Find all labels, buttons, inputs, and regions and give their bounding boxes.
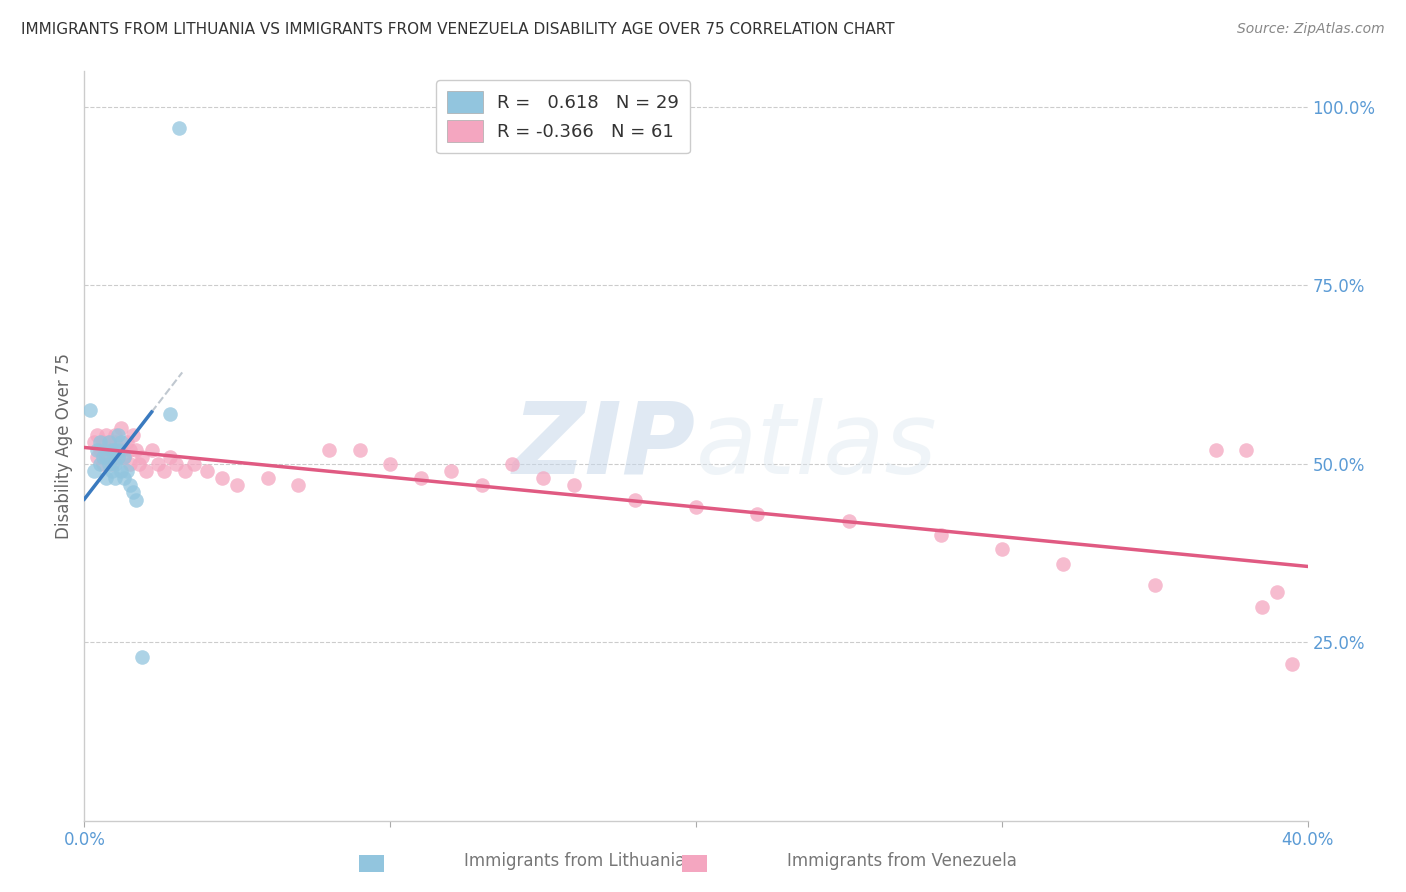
Point <box>471 478 494 492</box>
Point <box>128 457 150 471</box>
Text: Immigrants from Lithuania: Immigrants from Lithuania <box>464 852 685 870</box>
Point <box>86 442 108 457</box>
Point <box>349 442 371 457</box>
Point <box>131 649 153 664</box>
Point <box>94 471 117 485</box>
Point <box>115 464 138 478</box>
Point <box>94 442 117 457</box>
Point <box>91 435 114 450</box>
Point <box>110 442 132 457</box>
Point <box>122 485 145 500</box>
Point <box>83 464 105 478</box>
Point <box>97 450 120 464</box>
Point <box>409 471 432 485</box>
Point <box>195 464 218 478</box>
Point <box>120 457 142 471</box>
Point <box>531 471 554 485</box>
Point <box>226 478 249 492</box>
Point <box>112 450 135 464</box>
Point <box>153 464 176 478</box>
Point <box>1236 442 1258 457</box>
Point <box>97 435 120 450</box>
Point <box>991 542 1014 557</box>
Legend: R =   0.618   N = 29, R = -0.366   N = 61: R = 0.618 N = 29, R = -0.366 N = 61 <box>436 80 690 153</box>
Text: Immigrants from Venezuela: Immigrants from Venezuela <box>787 852 1017 870</box>
Point <box>562 478 585 492</box>
Point <box>1205 442 1227 457</box>
Point <box>79 403 101 417</box>
Point <box>318 442 340 457</box>
Point <box>112 450 135 464</box>
Point <box>94 428 117 442</box>
Point <box>838 514 860 528</box>
Point <box>146 457 169 471</box>
Point <box>440 464 463 478</box>
Point <box>97 435 120 450</box>
Point <box>1143 578 1166 592</box>
Point <box>115 435 138 450</box>
Point <box>1281 657 1303 671</box>
Point <box>1052 557 1074 571</box>
Point <box>107 450 129 464</box>
Point <box>287 478 309 492</box>
Point <box>101 464 124 478</box>
Point <box>107 450 129 464</box>
Point <box>183 457 205 471</box>
Point <box>380 457 402 471</box>
Point <box>125 492 148 507</box>
Point <box>89 442 111 457</box>
Point <box>97 457 120 471</box>
Point <box>101 457 124 471</box>
Point <box>174 464 197 478</box>
Point <box>135 464 157 478</box>
Point <box>141 442 163 457</box>
Point <box>83 435 105 450</box>
Point <box>159 450 181 464</box>
Point <box>104 435 127 450</box>
Text: Source: ZipAtlas.com: Source: ZipAtlas.com <box>1237 22 1385 37</box>
Point <box>107 442 129 457</box>
Text: IMMIGRANTS FROM LITHUANIA VS IMMIGRANTS FROM VENEZUELA DISABILITY AGE OVER 75 CO: IMMIGRANTS FROM LITHUANIA VS IMMIGRANTS … <box>21 22 894 37</box>
Point <box>120 442 142 457</box>
Point <box>107 442 129 457</box>
Point <box>211 471 233 485</box>
Point <box>101 442 124 457</box>
Point <box>107 428 129 442</box>
Point <box>89 457 111 471</box>
Point <box>101 442 124 457</box>
Point <box>685 500 707 514</box>
Point <box>89 435 111 450</box>
Point <box>502 457 524 471</box>
Point <box>747 507 769 521</box>
Point <box>104 428 127 442</box>
Point <box>165 457 187 471</box>
Point <box>110 435 132 450</box>
Point <box>94 450 117 464</box>
Point <box>120 478 142 492</box>
Point <box>257 471 280 485</box>
Point <box>91 450 114 464</box>
Point <box>112 471 135 485</box>
Text: atlas: atlas <box>696 398 938 494</box>
Point <box>104 471 127 485</box>
Point <box>110 421 132 435</box>
Point <box>86 450 108 464</box>
Point <box>624 492 647 507</box>
Point <box>929 528 952 542</box>
Point <box>1265 585 1288 599</box>
Point <box>104 442 127 457</box>
Point <box>167 121 190 136</box>
Point <box>104 457 127 471</box>
Point <box>91 457 114 471</box>
Point <box>122 428 145 442</box>
Point <box>110 464 132 478</box>
Point <box>131 450 153 464</box>
Point <box>1250 599 1272 614</box>
Point <box>125 442 148 457</box>
Point <box>159 407 181 421</box>
Point <box>86 428 108 442</box>
Text: ZIP: ZIP <box>513 398 696 494</box>
Y-axis label: Disability Age Over 75: Disability Age Over 75 <box>55 353 73 539</box>
